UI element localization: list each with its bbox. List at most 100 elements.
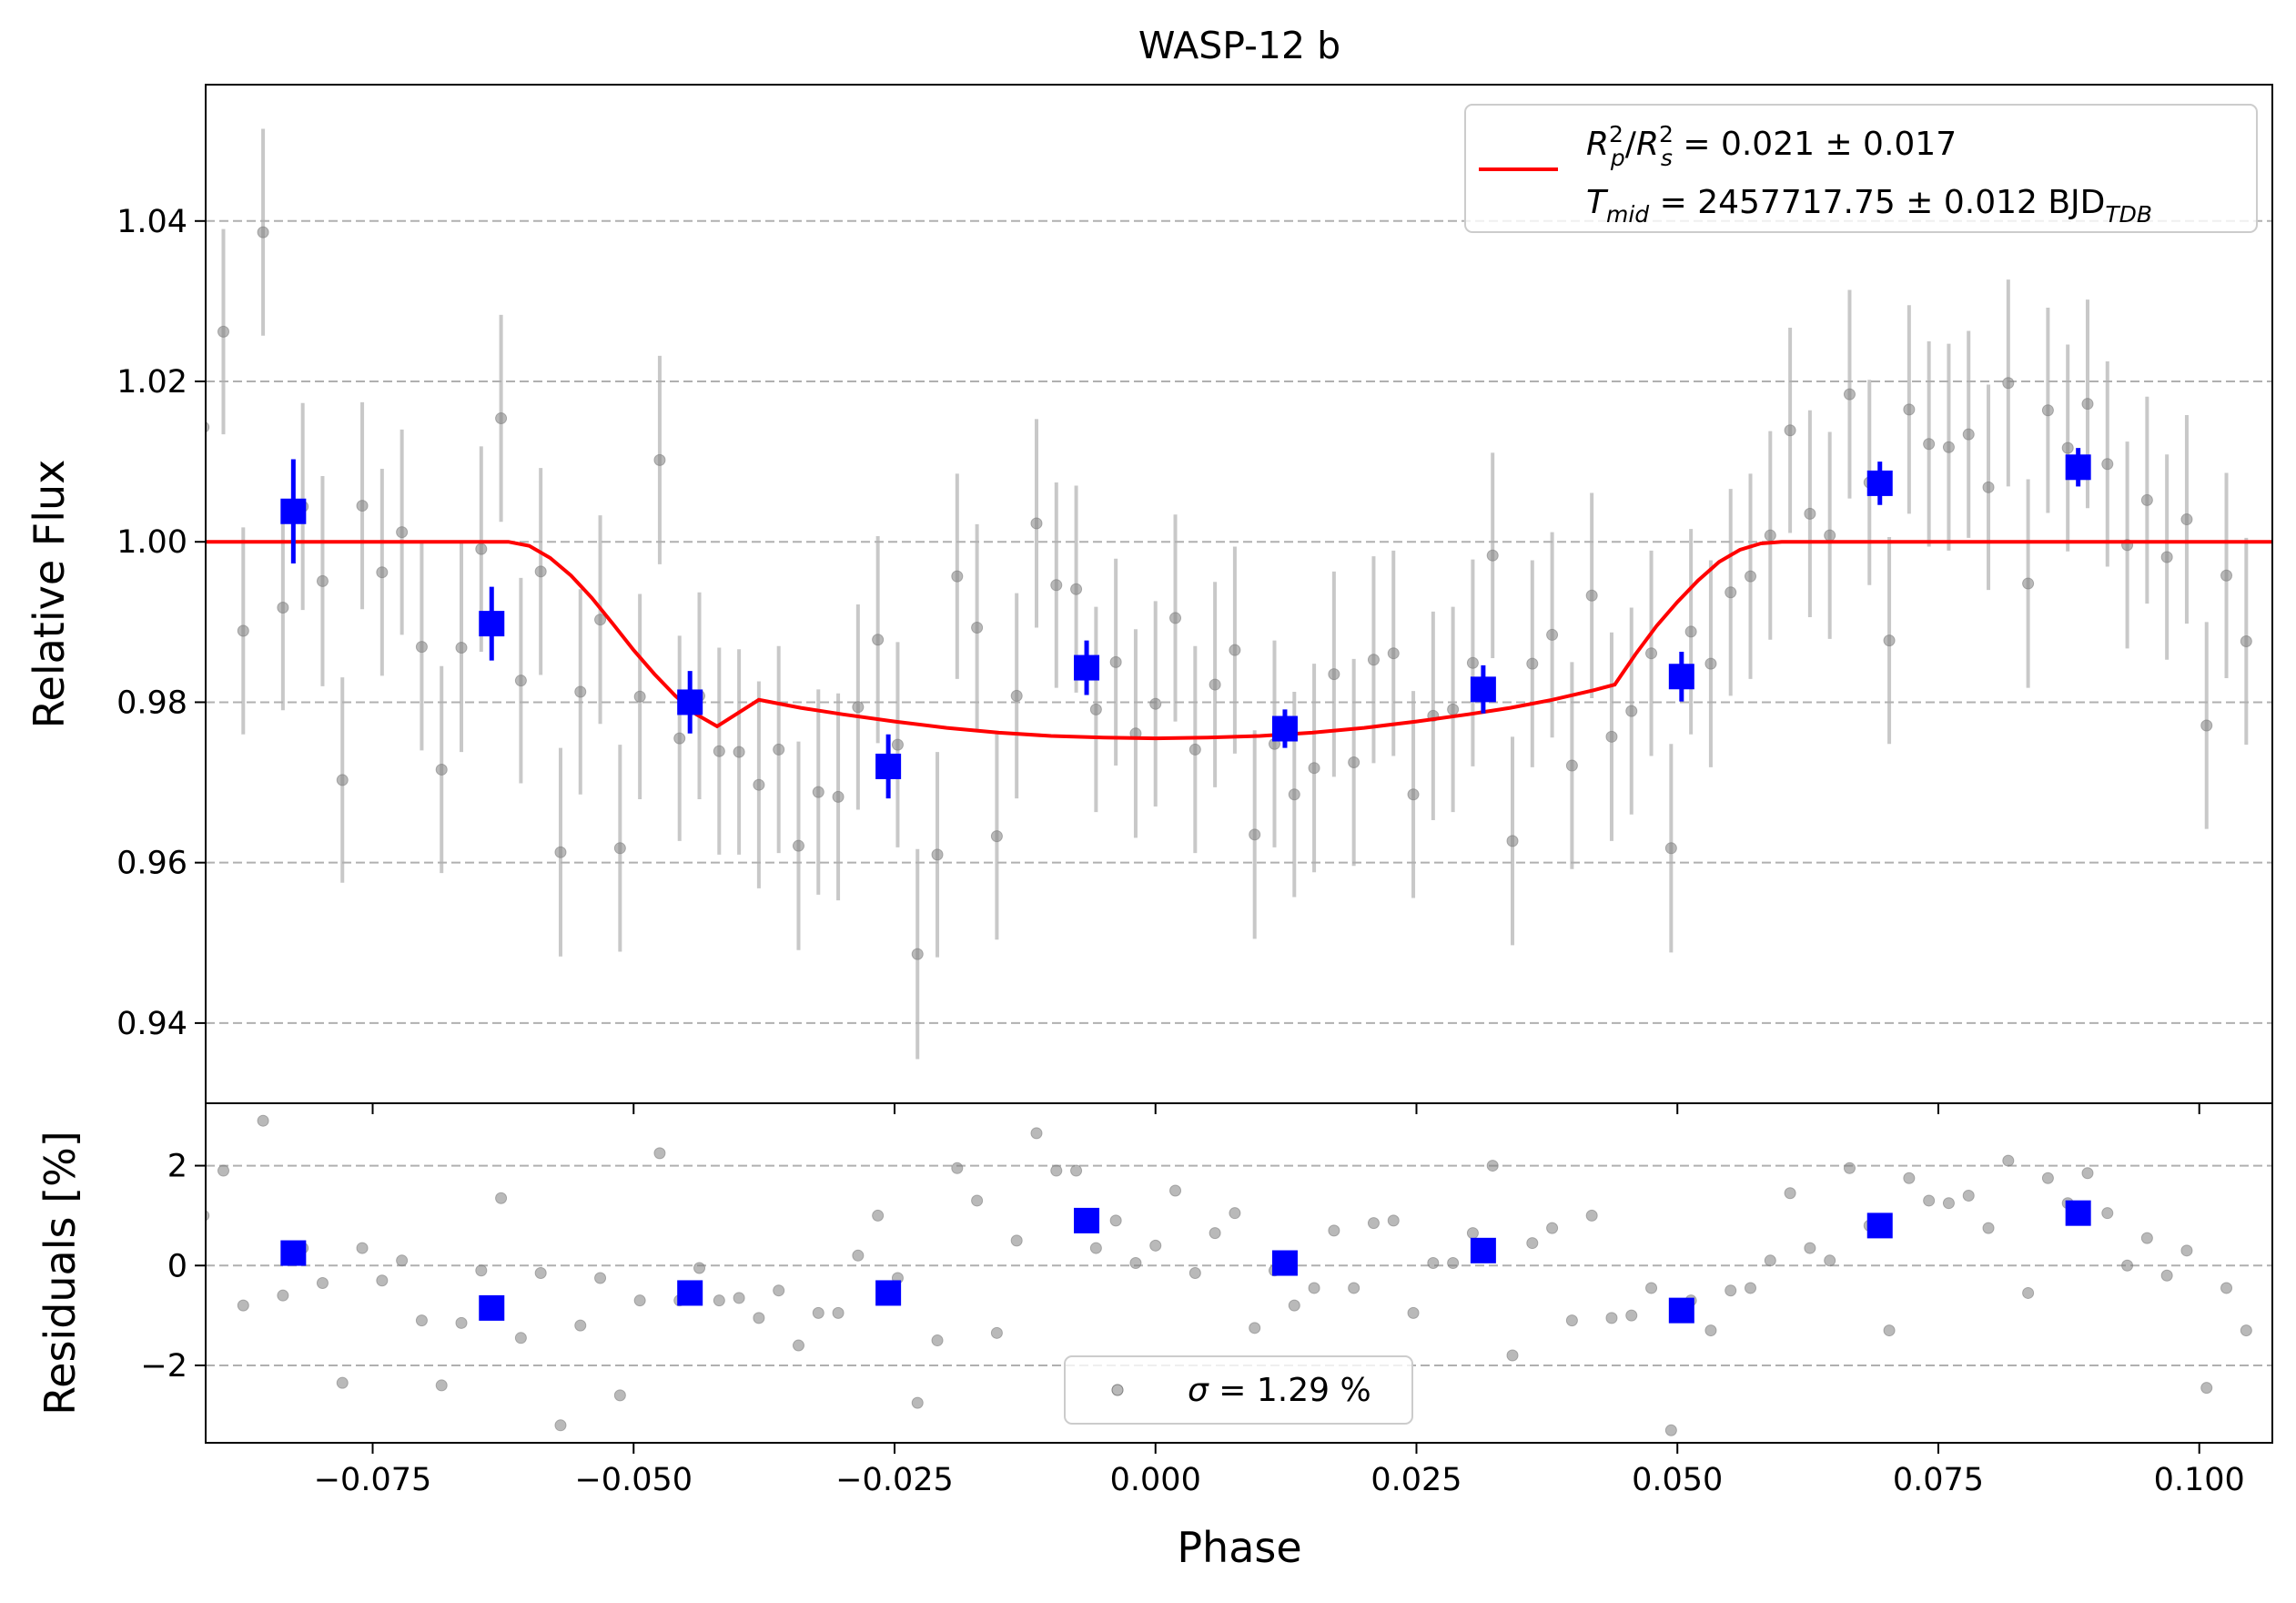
raw-flux-point bbox=[931, 848, 944, 861]
raw-flux-point bbox=[1625, 705, 1638, 717]
raw-residual-point bbox=[2101, 1207, 2114, 1220]
raw-flux-point bbox=[1804, 507, 1816, 520]
raw-residual-point bbox=[1308, 1282, 1320, 1294]
raw-flux-point bbox=[1348, 756, 1360, 769]
raw-residual-point bbox=[1070, 1164, 1083, 1177]
residuals-axes-frame bbox=[205, 1102, 2273, 1444]
binned-flux-point bbox=[280, 498, 307, 524]
raw-residual-point bbox=[2200, 1382, 2213, 1395]
raw-flux-point bbox=[1050, 579, 1063, 592]
residuals-x-ticks: −0.075 −0.050 −0.025 0.000 0.025 0.050 0.075 0.… bbox=[314, 1443, 2245, 1498]
raw-residual-point bbox=[2002, 1154, 2015, 1167]
raw-flux-point bbox=[2022, 577, 2035, 590]
raw-flux-point bbox=[1843, 388, 1856, 401]
raw-residual-point bbox=[237, 1299, 249, 1312]
residuals-y-tick-label: −2 bbox=[140, 1348, 187, 1385]
raw-flux-point bbox=[2081, 398, 2094, 411]
x-axis-label: Phase bbox=[1177, 1523, 1301, 1572]
raw-residual-point bbox=[316, 1276, 329, 1289]
raw-flux-point bbox=[574, 685, 587, 698]
raw-residual-point bbox=[2081, 1167, 2094, 1180]
legend-radius-ratio-entry: R2 p/R2 s = 0.021 ± 0.017 bbox=[1586, 121, 1957, 171]
chart-title: WASP-12 b bbox=[1138, 24, 1340, 67]
raw-flux-point bbox=[1962, 428, 1975, 441]
raw-flux-point bbox=[217, 325, 229, 338]
flux-y-axis-label: Relative Flux bbox=[25, 460, 74, 729]
raw-flux-point bbox=[1784, 424, 1796, 437]
binned-flux-point bbox=[1271, 715, 1298, 742]
raw-residual-point bbox=[1367, 1217, 1380, 1230]
residuals-gridlines bbox=[206, 1164, 2272, 1366]
raw-flux-point bbox=[1149, 697, 1162, 710]
raw-residual-point bbox=[1565, 1314, 1578, 1327]
raw-residual-point bbox=[990, 1326, 1003, 1339]
raw-residual-point bbox=[613, 1389, 626, 1402]
raw-flux-point bbox=[1486, 549, 1499, 562]
raw-flux-point bbox=[713, 745, 725, 757]
raw-flux-point bbox=[1010, 689, 1023, 702]
raw-flux-point bbox=[1030, 517, 1043, 530]
binned-residual-point bbox=[1866, 1212, 1893, 1239]
raw-residual-point bbox=[277, 1289, 289, 1302]
raw-flux-point bbox=[2180, 513, 2193, 526]
raw-residual-point bbox=[713, 1294, 725, 1307]
raw-flux-point bbox=[415, 641, 428, 654]
raw-flux-point bbox=[356, 500, 369, 512]
raw-residual-point bbox=[852, 1249, 865, 1262]
x-tick-label: 0.050 bbox=[1632, 1462, 1723, 1498]
x-tick-label: −0.050 bbox=[574, 1462, 693, 1498]
raw-flux-point bbox=[2101, 458, 2114, 471]
raw-flux-point bbox=[1883, 634, 1896, 647]
raw-flux-point bbox=[1308, 762, 1320, 775]
raw-flux-point bbox=[1684, 625, 1697, 638]
raw-residual-point bbox=[1784, 1187, 1796, 1200]
raw-residual-point bbox=[574, 1319, 587, 1332]
flux-y-tick-label: 0.98 bbox=[116, 685, 187, 721]
legend-residual-marker bbox=[1111, 1384, 1124, 1396]
x-tick-label: −0.025 bbox=[835, 1462, 954, 1498]
raw-flux-point bbox=[594, 614, 607, 626]
raw-flux-points bbox=[206, 128, 2252, 1060]
residuals-legend-box bbox=[1064, 1355, 1413, 1425]
raw-flux-point bbox=[1526, 657, 1539, 670]
raw-residual-point bbox=[1546, 1222, 1559, 1234]
raw-residual-point bbox=[971, 1194, 984, 1207]
raw-residual-point bbox=[534, 1267, 547, 1279]
raw-flux-point bbox=[316, 574, 329, 587]
flux-y-tick-label: 0.96 bbox=[116, 846, 187, 882]
raw-residual-point bbox=[2022, 1286, 2035, 1299]
transit-model-line bbox=[206, 540, 2272, 741]
binned-residual-point bbox=[875, 1280, 902, 1306]
raw-flux-point bbox=[554, 846, 567, 858]
raw-flux-point bbox=[237, 624, 249, 637]
raw-flux-point bbox=[852, 701, 865, 714]
raw-residual-point bbox=[257, 1114, 269, 1127]
binned-flux-point bbox=[1074, 654, 1100, 681]
binned-residual-point bbox=[1668, 1297, 1694, 1324]
raw-flux-point bbox=[475, 543, 488, 555]
raw-residual-point bbox=[1664, 1424, 1677, 1436]
raw-residual-point bbox=[1427, 1257, 1440, 1270]
raw-residual-point bbox=[2140, 1232, 2153, 1244]
raw-residual-point bbox=[2220, 1282, 2233, 1294]
raw-flux-point bbox=[1903, 403, 1916, 416]
raw-residual-point bbox=[356, 1242, 369, 1254]
raw-flux-point bbox=[891, 738, 904, 751]
raw-residual-point bbox=[1923, 1194, 1936, 1207]
x-tick-label: 0.000 bbox=[1110, 1462, 1201, 1498]
raw-residual-point bbox=[1883, 1324, 1896, 1337]
raw-residual-point bbox=[1188, 1267, 1201, 1279]
raw-flux-point bbox=[1407, 788, 1420, 801]
raw-flux-point bbox=[435, 763, 448, 776]
raw-flux-point bbox=[633, 690, 646, 703]
raw-flux-point bbox=[2140, 493, 2153, 506]
raw-flux-point bbox=[872, 634, 885, 646]
raw-flux-point bbox=[1585, 589, 1598, 602]
raw-flux-point bbox=[495, 412, 508, 425]
raw-residual-point bbox=[693, 1262, 706, 1274]
raw-residual-point bbox=[1030, 1127, 1043, 1140]
raw-residual-point bbox=[872, 1209, 885, 1222]
raw-flux-point bbox=[1466, 656, 1479, 669]
raw-flux-point bbox=[1288, 788, 1300, 801]
